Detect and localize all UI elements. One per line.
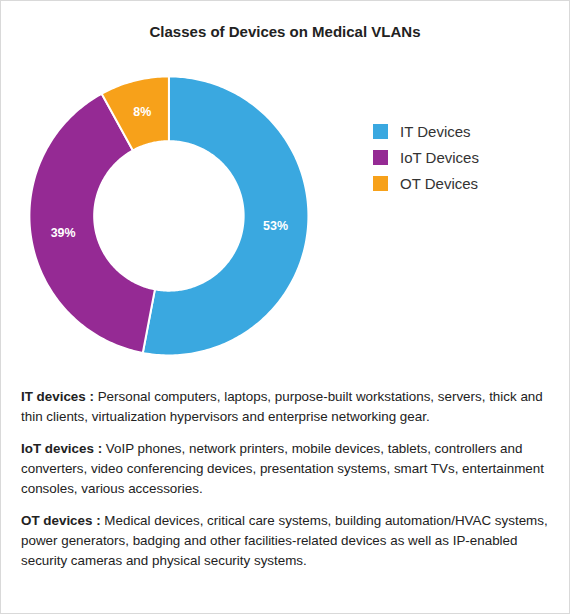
html-text:IoT devices : VoIP phones, net: IoT devices : VoIP phones, network print… bbox=[21, 441, 544, 496]
html-text:Classes of Devices on Medical: Classes of Devices on Medical VLANs bbox=[149, 23, 421, 40]
html-text:IoT Devices: IoT Devices bbox=[400, 148, 479, 166]
html-text:OT devices : Medical devices,: OT devices : Medical devices, critical c… bbox=[21, 513, 548, 568]
svg-text:39%: 39% bbox=[51, 226, 76, 240]
svg-text:53%: 53% bbox=[263, 219, 288, 233]
html-text:IT devices : Personal computer: IT devices : Personal computers, laptops… bbox=[21, 389, 543, 424]
svg-text:8%: 8% bbox=[133, 105, 151, 119]
html-text:OT Devices: OT Devices bbox=[400, 174, 479, 192]
html-text:IT Devices: IT Devices bbox=[400, 122, 471, 140]
